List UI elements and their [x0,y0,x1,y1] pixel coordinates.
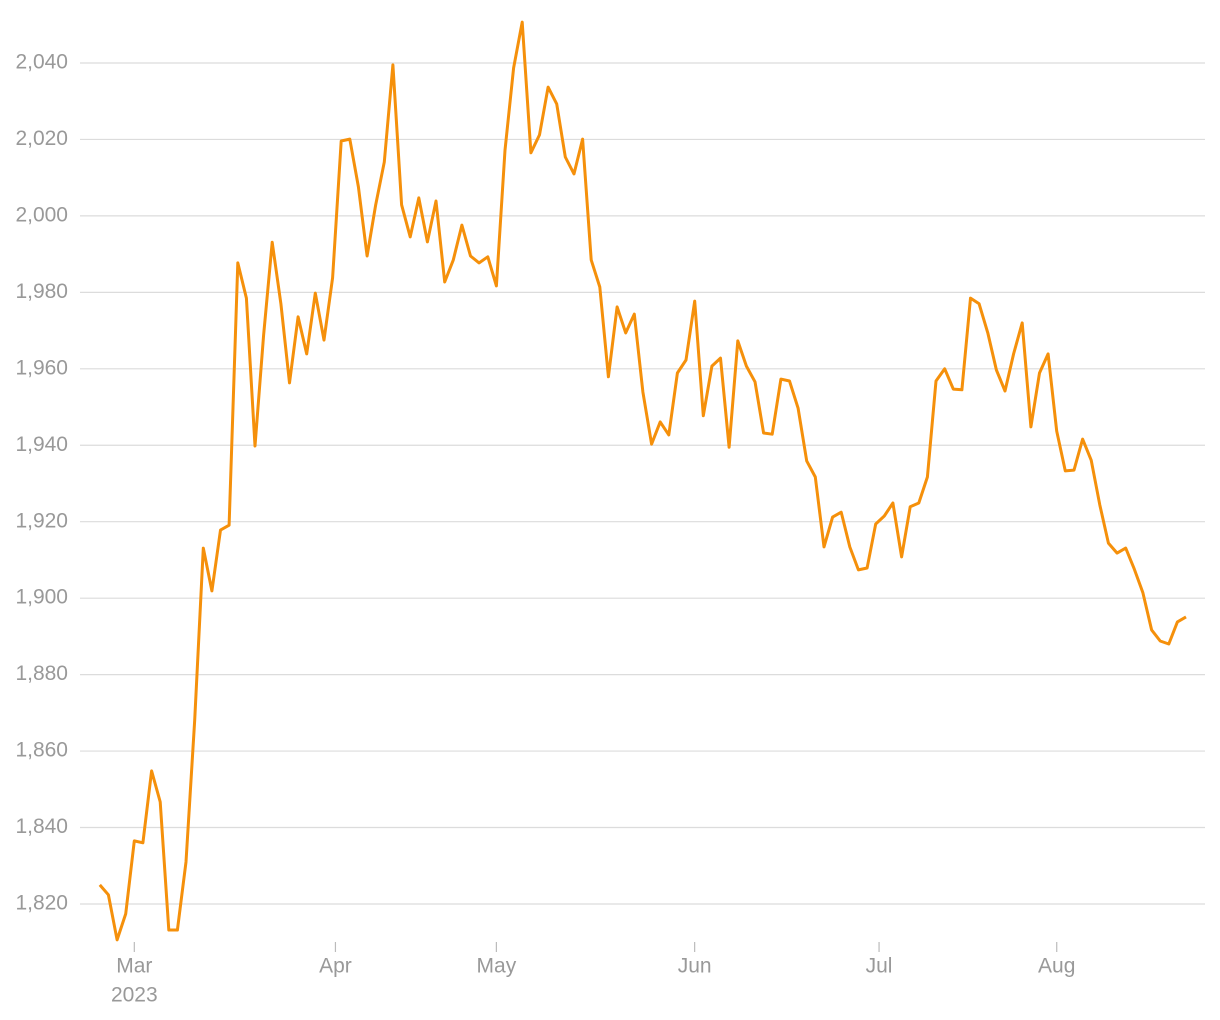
y-tick-label: 1,900 [15,586,68,609]
y-tick-label: 1,820 [15,892,68,915]
x-tick-label: Jun [678,955,712,978]
y-tick-label: 1,920 [15,509,68,532]
y-tick-label: 1,960 [15,356,68,379]
x-tick-year: 2023 [111,984,158,1007]
x-tick-label: Apr [319,955,352,978]
price-line [98,20,1187,942]
x-tick-label: Aug [1038,955,1075,978]
y-tick-label: 1,980 [15,280,68,303]
y-tick-label: 2,000 [15,203,68,226]
x-tick-label: Mar [116,955,152,978]
y-tick-label: 1,880 [15,662,68,685]
x-tick-label: May [477,955,517,978]
y-tick-label: 1,840 [15,815,68,838]
x-tick-label: Jul [866,955,893,978]
y-tick-label: 2,020 [15,127,68,150]
y-tick-label: 1,940 [15,433,68,456]
y-tick-label: 1,860 [15,739,68,762]
y-tick-label: 2,040 [15,51,68,74]
